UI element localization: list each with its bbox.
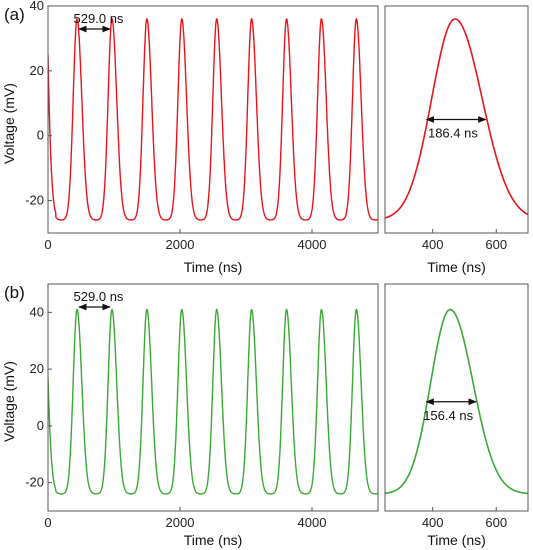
y-axis-title: Voltage (mV) bbox=[1, 361, 17, 442]
y-tick-label: -20 bbox=[25, 475, 44, 490]
panel-0: 0 2000 4000 -20 0 20 40 Time (ns) Voltage (mV) (a… bbox=[1, 0, 529, 275]
y-tick-label: 0 bbox=[37, 128, 44, 143]
fwhm-annotation: 156.4 ns bbox=[423, 408, 473, 423]
x-tick-label-zoom: 400 bbox=[422, 237, 444, 252]
y-axis-title: Voltage (mV) bbox=[1, 83, 17, 164]
series-line-zoom bbox=[384, 18, 529, 219]
series-line-zoom bbox=[384, 308, 528, 495]
panel-label: (a) bbox=[4, 5, 25, 24]
fwhm-annotation: 186.4 ns bbox=[428, 126, 478, 141]
x-tick-label: 2000 bbox=[166, 515, 195, 530]
y-tick-label: 0 bbox=[37, 418, 44, 433]
x-tick-label: 2000 bbox=[166, 237, 195, 252]
x-tick-label-zoom: 400 bbox=[422, 515, 444, 530]
x-tick-label: 0 bbox=[44, 237, 51, 252]
x-tick-label-zoom: 600 bbox=[485, 515, 507, 530]
y-tick-label: 40 bbox=[30, 304, 44, 319]
x-axis-title: Time (ns) bbox=[184, 532, 243, 548]
x-axis-title-zoom: Time (ns) bbox=[427, 259, 486, 275]
y-tick-label: 40 bbox=[30, 0, 44, 13]
plot-frame-main bbox=[47, 5, 379, 234]
x-tick-label-zoom: 600 bbox=[485, 237, 507, 252]
plot-frame-zoom bbox=[384, 5, 529, 234]
period-annotation: 529.0 ns bbox=[74, 11, 124, 26]
series-line-main bbox=[48, 308, 378, 495]
x-axis-title-zoom: Time (ns) bbox=[427, 532, 486, 548]
panel-label: (b) bbox=[4, 283, 25, 302]
x-axis-title: Time (ns) bbox=[184, 259, 243, 275]
period-annotation: 529.0 ns bbox=[74, 289, 124, 304]
series-line-main bbox=[48, 17, 378, 221]
plot-frame-zoom bbox=[384, 283, 529, 512]
y-tick-label: 20 bbox=[30, 361, 44, 376]
y-tick-label: -20 bbox=[25, 193, 44, 208]
x-tick-label: 4000 bbox=[298, 237, 327, 252]
x-tick-label: 4000 bbox=[298, 515, 327, 530]
plot-frame-main bbox=[47, 283, 379, 512]
panel-1: 0 2000 4000 -20 0 20 40 Time (ns) Voltage (mV) (b… bbox=[1, 283, 529, 548]
y-tick-label: 20 bbox=[30, 63, 44, 78]
x-tick-label: 0 bbox=[44, 515, 51, 530]
